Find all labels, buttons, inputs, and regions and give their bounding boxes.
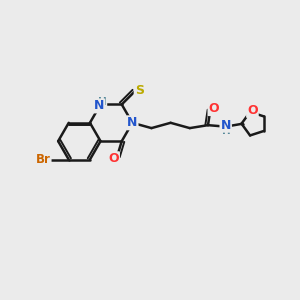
Text: N: N — [94, 99, 104, 112]
Text: O: O — [108, 152, 119, 165]
Text: Br: Br — [36, 153, 51, 166]
Text: N: N — [220, 119, 231, 132]
Text: H: H — [98, 97, 106, 107]
Text: H: H — [222, 126, 231, 136]
Text: S: S — [135, 84, 144, 97]
Text: O: O — [208, 102, 219, 115]
Text: N: N — [127, 116, 137, 129]
Text: O: O — [247, 104, 258, 117]
